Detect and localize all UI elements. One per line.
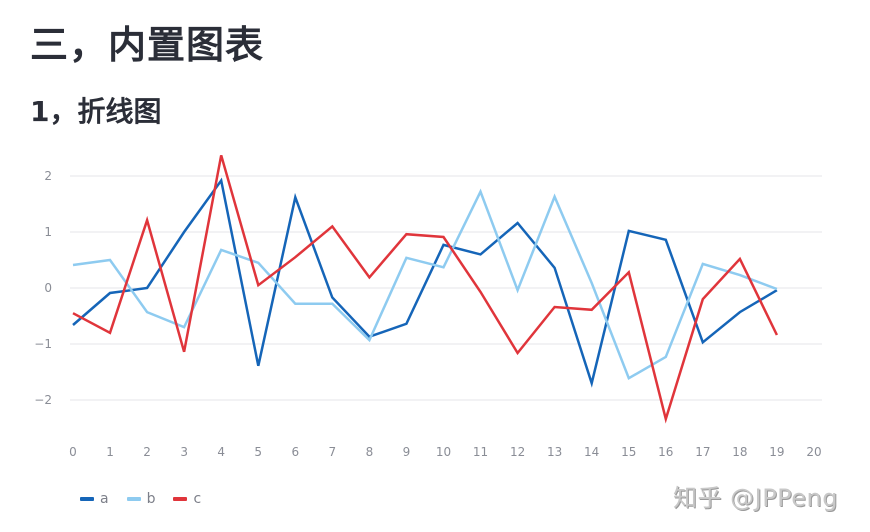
x-tick-label: 16 <box>658 445 673 459</box>
x-tick-label: 13 <box>547 445 562 459</box>
x-tick-label: 15 <box>621 445 636 459</box>
legend-swatch-a <box>80 497 94 501</box>
x-tick-label: 8 <box>366 445 374 459</box>
legend-label-a: a <box>100 491 109 507</box>
legend-swatch-b <box>126 497 141 501</box>
legend-item-c[interactable]: c <box>173 491 201 507</box>
y-tick-label: 2 <box>44 169 52 183</box>
legend-label-c: c <box>193 491 202 507</box>
x-tick-label: 19 <box>769 445 784 459</box>
x-tick-label: 14 <box>584 445 599 459</box>
section-title: 三，内置图表 <box>30 23 265 67</box>
x-tick-label: 6 <box>291 445 299 459</box>
x-tick-label: 9 <box>403 445 411 459</box>
subsection-title: 1，折线图 <box>30 95 162 128</box>
x-tick-label: 4 <box>217 445 225 459</box>
chart-legend: a b c <box>80 491 201 507</box>
legend-item-a[interactable]: a <box>80 491 109 507</box>
x-tick-label: 17 <box>695 445 710 459</box>
series-line-c[interactable] <box>72 154 779 424</box>
y-tick-label: 0 <box>44 281 52 295</box>
gridlines <box>70 175 822 401</box>
x-tick-label: 5 <box>254 445 262 459</box>
x-tick-label: 18 <box>732 445 747 459</box>
series-lines <box>72 154 779 424</box>
x-tick-label: 7 <box>329 445 337 459</box>
x-tick-label: 10 <box>436 445 451 459</box>
x-tick-label: 0 <box>69 445 77 459</box>
x-tick-label: 3 <box>180 445 188 459</box>
y-tick-label: 1 <box>44 225 52 239</box>
legend-item-b[interactable]: b <box>126 491 156 507</box>
x-tick-label: 1 <box>106 445 114 459</box>
y-tick-label: −1 <box>34 337 52 351</box>
watermark: 知乎 @JPPeng <box>673 484 839 512</box>
legend-label-b: b <box>146 491 156 507</box>
series-line-a[interactable] <box>72 177 778 388</box>
x-tick-label: 11 <box>473 445 488 459</box>
x-axis-ticks: 0 1 2 3 4 5 6 7 8 9 10 11 12 13 14 15 16 17 18 19 20 <box>69 445 821 459</box>
x-tick-label: 2 <box>143 445 151 459</box>
y-tick-label: −2 <box>34 393 52 407</box>
legend-swatch-c <box>173 497 188 501</box>
y-axis-ticks: 2 1 0 −1 −2 <box>34 169 52 407</box>
x-tick-label: 20 <box>806 445 821 459</box>
x-tick-label: 12 <box>510 445 525 459</box>
